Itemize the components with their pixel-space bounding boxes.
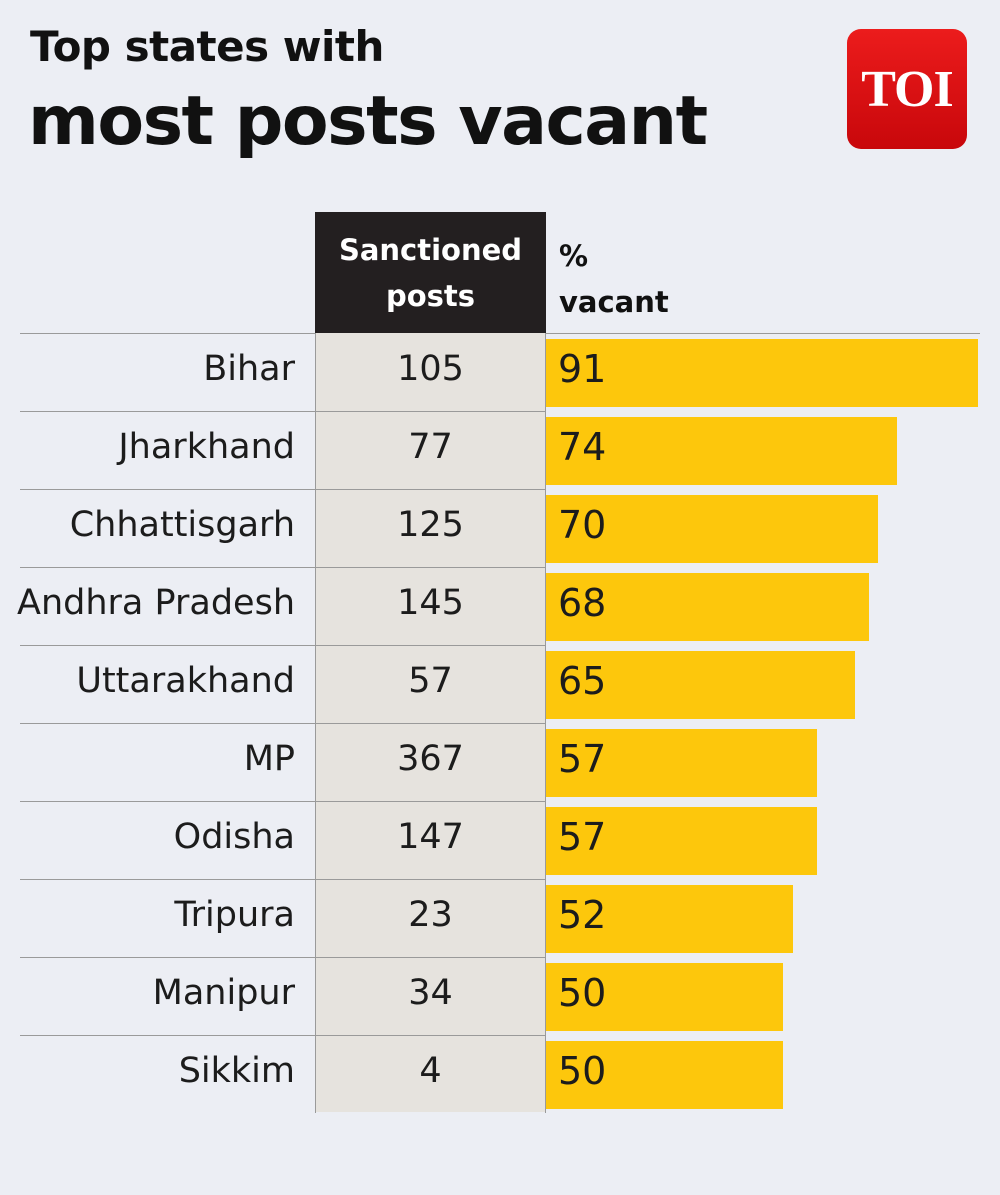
chart-title-line-2: most posts vacant bbox=[28, 82, 708, 161]
row-divider bbox=[20, 1035, 546, 1036]
percent-vacant-value: 68 bbox=[558, 581, 607, 625]
vacant-bar bbox=[546, 1041, 783, 1109]
state-label: Jharkhand bbox=[118, 427, 295, 467]
state-label: Andhra Pradesh bbox=[17, 583, 295, 623]
sanctioned-posts-header-line-2: posts bbox=[385, 278, 476, 313]
vacant-bar bbox=[546, 573, 869, 641]
sanctioned-posts-header-line-1: Sanctioned bbox=[338, 232, 523, 267]
row-divider bbox=[20, 957, 546, 958]
sanctioned-posts-value: 367 bbox=[397, 739, 464, 779]
row-divider bbox=[20, 801, 546, 802]
state-label: Manipur bbox=[152, 973, 295, 1013]
percent-vacant-value: 50 bbox=[558, 971, 607, 1015]
sanctioned-posts-header: Sanctioned posts bbox=[315, 212, 546, 333]
state-label: Uttarakhand bbox=[76, 661, 295, 701]
state-label: Sikkim bbox=[178, 1051, 295, 1091]
percent-vacant-header-line-2: vacant bbox=[559, 285, 669, 319]
row-divider bbox=[20, 567, 546, 568]
vacant-bar bbox=[546, 885, 793, 953]
percent-vacant-header: % vacant bbox=[559, 233, 669, 325]
sanctioned-posts-value: 4 bbox=[419, 1051, 442, 1091]
vacant-bar bbox=[546, 495, 878, 563]
row-divider bbox=[20, 723, 546, 724]
row-divider bbox=[20, 645, 546, 646]
percent-vacant-value: 91 bbox=[558, 347, 607, 391]
vacant-bar bbox=[546, 963, 783, 1031]
sanctioned-posts-value: 145 bbox=[397, 583, 464, 623]
row-divider bbox=[20, 879, 546, 880]
sanctioned-posts-value: 57 bbox=[408, 661, 453, 701]
state-label: Bihar bbox=[203, 349, 295, 389]
vacant-bar bbox=[546, 339, 978, 407]
sanctioned-posts-value: 125 bbox=[397, 505, 464, 545]
column-divider-left bbox=[315, 333, 316, 1113]
column-divider-right bbox=[545, 333, 546, 1113]
percent-vacant-value: 70 bbox=[558, 503, 607, 547]
state-label: Odisha bbox=[173, 817, 295, 857]
sanctioned-posts-value: 147 bbox=[397, 817, 464, 857]
percent-vacant-value: 57 bbox=[558, 737, 607, 781]
sanctioned-posts-value: 34 bbox=[408, 973, 453, 1013]
vacant-bar bbox=[546, 729, 817, 797]
sanctioned-posts-value: 77 bbox=[408, 427, 453, 467]
vacant-bar bbox=[546, 807, 817, 875]
percent-vacant-value: 50 bbox=[558, 1049, 607, 1093]
sanctioned-posts-column bbox=[315, 333, 546, 1112]
percent-vacant-value: 65 bbox=[558, 659, 607, 703]
row-divider bbox=[20, 411, 546, 412]
sanctioned-posts-value: 105 bbox=[397, 349, 464, 389]
toi-logo: TOI bbox=[847, 29, 967, 149]
percent-vacant-value: 74 bbox=[558, 425, 607, 469]
row-divider bbox=[20, 489, 546, 490]
sanctioned-posts-value: 23 bbox=[408, 895, 453, 935]
percent-vacant-value: 52 bbox=[558, 893, 607, 937]
percent-vacant-header-line-1: % bbox=[559, 239, 589, 273]
toi-logo-text: TOI bbox=[861, 60, 953, 118]
header-divider-right bbox=[546, 333, 980, 334]
state-label: Chhattisgarh bbox=[69, 505, 295, 545]
header-divider-left bbox=[20, 333, 315, 334]
vacant-bar bbox=[546, 651, 855, 719]
percent-vacant-value: 57 bbox=[558, 815, 607, 859]
state-label: Tripura bbox=[174, 895, 295, 935]
chart-title-line-1: Top states with bbox=[30, 22, 384, 71]
vacant-bar bbox=[546, 417, 897, 485]
state-label: MP bbox=[243, 739, 295, 779]
